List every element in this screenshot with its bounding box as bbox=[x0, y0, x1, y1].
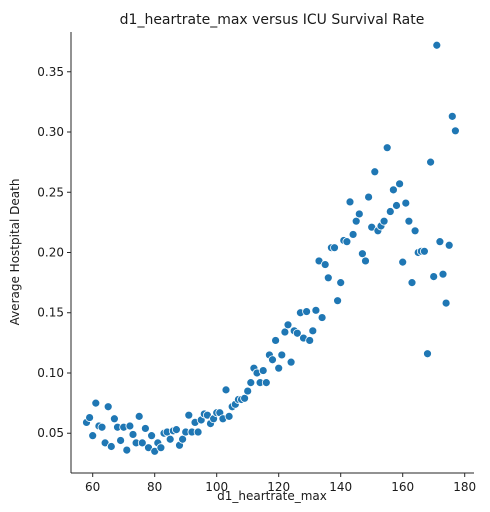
scatter-point bbox=[362, 257, 370, 265]
scatter-point bbox=[331, 244, 339, 252]
scatter-point bbox=[337, 279, 345, 287]
y-tick-label: 0.35 bbox=[37, 65, 64, 79]
scatter-point bbox=[148, 432, 156, 440]
scatter-point bbox=[179, 435, 187, 443]
x-tick-label: 180 bbox=[453, 480, 476, 494]
scatter-point bbox=[135, 412, 143, 420]
scatter-point bbox=[365, 193, 373, 201]
scatter-point bbox=[349, 230, 357, 238]
scatter-point bbox=[157, 444, 165, 452]
scatter-point bbox=[194, 428, 202, 436]
y-axis-label: Average Hostpital Death bbox=[8, 179, 22, 326]
scatter-point bbox=[107, 442, 115, 450]
scatter-point bbox=[225, 412, 233, 420]
scatter-point bbox=[269, 356, 277, 364]
scatter-point bbox=[284, 321, 292, 329]
y-tick-label: 0.10 bbox=[37, 366, 64, 380]
y-axis-ticks: 0.05 0.10 0.15 0.20 0.25 0.30 0.35 bbox=[37, 65, 71, 440]
scatter-point bbox=[104, 403, 112, 411]
scatter-point bbox=[272, 336, 280, 344]
scatter-point bbox=[86, 414, 94, 422]
x-tick-label: 60 bbox=[85, 480, 100, 494]
scatter-point bbox=[321, 261, 329, 269]
scatter-point bbox=[355, 210, 363, 218]
scatter-point bbox=[306, 336, 314, 344]
scatter-point bbox=[244, 387, 252, 395]
scatter-point bbox=[380, 217, 388, 225]
scatter-point bbox=[123, 446, 131, 454]
scatter-point bbox=[399, 258, 407, 266]
scatter-point bbox=[247, 379, 255, 387]
scatter-point bbox=[98, 423, 106, 431]
scatter-point bbox=[172, 426, 180, 434]
scatter-point bbox=[430, 273, 438, 281]
scatter-point bbox=[389, 186, 397, 194]
scatter-point bbox=[166, 435, 174, 443]
scatter-point bbox=[281, 328, 289, 336]
scatter-point bbox=[117, 436, 125, 444]
scatter-point bbox=[427, 158, 435, 166]
scatter-point bbox=[402, 199, 410, 207]
scatter-point bbox=[287, 358, 295, 366]
scatter-point bbox=[343, 238, 351, 246]
scatter-point bbox=[129, 430, 137, 438]
scatter-point bbox=[420, 247, 428, 255]
scatter-point bbox=[396, 180, 404, 188]
scatter-point bbox=[309, 327, 317, 335]
scatter-point bbox=[448, 112, 456, 120]
scatter-point bbox=[324, 274, 332, 282]
scatter-point bbox=[334, 297, 342, 305]
scatter-point bbox=[405, 217, 413, 225]
scatter-point bbox=[393, 202, 401, 210]
scatter-point bbox=[141, 424, 149, 432]
x-axis-label: d1_heartrate_max bbox=[217, 489, 327, 503]
scatter-point bbox=[262, 379, 270, 387]
data-points bbox=[83, 41, 460, 455]
x-tick-label: 140 bbox=[329, 480, 352, 494]
scatter-point bbox=[346, 198, 354, 206]
scatter-point bbox=[318, 314, 326, 322]
scatter-point bbox=[383, 144, 391, 152]
y-tick-label: 0.25 bbox=[37, 185, 64, 199]
scatter-point bbox=[126, 422, 134, 430]
scatter-point bbox=[358, 250, 366, 258]
scatter-point bbox=[442, 299, 450, 307]
chart-title: d1_heartrate_max versus ICU Survival Rat… bbox=[120, 12, 425, 28]
scatter-point bbox=[222, 386, 230, 394]
scatter-point bbox=[92, 399, 100, 407]
scatter-point bbox=[386, 208, 394, 216]
scatter-point bbox=[451, 127, 459, 135]
scatter-point bbox=[89, 432, 97, 440]
scatter-point bbox=[241, 394, 249, 402]
scatter-point bbox=[436, 238, 444, 246]
scatter-point bbox=[185, 411, 193, 419]
scatter-point bbox=[439, 270, 447, 278]
scatter-point bbox=[259, 367, 267, 375]
scatter-point bbox=[424, 350, 432, 358]
y-tick-label: 0.05 bbox=[37, 426, 64, 440]
scatter-point bbox=[110, 415, 118, 423]
scatter-point bbox=[433, 41, 441, 49]
y-tick-label: 0.20 bbox=[37, 246, 64, 260]
scatter-point bbox=[275, 364, 283, 372]
scatter-point bbox=[371, 168, 379, 176]
scatter-point bbox=[303, 308, 311, 316]
scatter-point bbox=[411, 227, 419, 235]
scatter-point bbox=[278, 351, 286, 359]
scatter-point bbox=[408, 279, 416, 287]
scatter-point bbox=[352, 217, 360, 225]
x-tick-label: 160 bbox=[391, 480, 414, 494]
y-tick-label: 0.15 bbox=[37, 306, 64, 320]
y-tick-label: 0.30 bbox=[37, 125, 64, 139]
x-tick-label: 80 bbox=[147, 480, 162, 494]
scatter-point bbox=[445, 241, 453, 249]
scatter-point bbox=[312, 306, 320, 314]
